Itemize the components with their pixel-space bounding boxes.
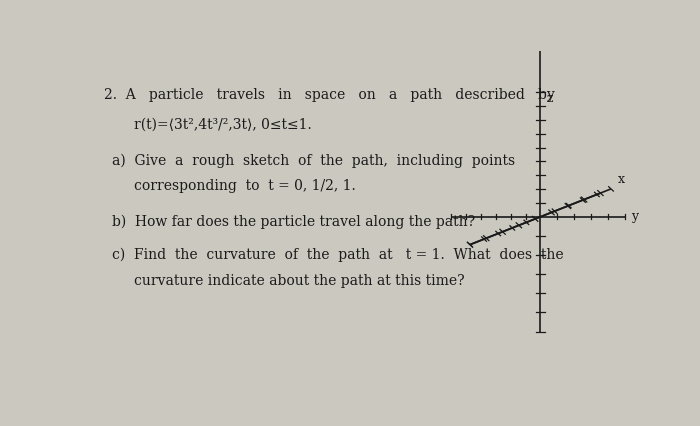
Text: corresponding  to  t = 0, 1/2, 1.: corresponding to t = 0, 1/2, 1.: [134, 178, 356, 193]
Text: r(t)=⟨3t²,4t³/²,3t⟩, 0≤t≤1.: r(t)=⟨3t²,4t³/²,3t⟩, 0≤t≤1.: [134, 118, 312, 132]
Text: c)  Find  the  curvature  of  the  path  at   t = 1.  What  does  the: c) Find the curvature of the path at t =…: [112, 248, 564, 262]
Text: a)  Give  a  rough  sketch  of  the  path,  including  points: a) Give a rough sketch of the path, incl…: [112, 154, 515, 168]
Text: 2.  A   particle   travels   in   space   on   a   path   described   by: 2. A particle travels in space on a path…: [104, 89, 554, 102]
Text: y: y: [631, 210, 638, 223]
Text: curvature indicate about the path at this time?: curvature indicate about the path at thi…: [134, 274, 464, 288]
Text: x: x: [617, 173, 624, 186]
Text: b)  How far does the particle travel along the path?: b) How far does the particle travel alon…: [112, 215, 475, 229]
Text: z: z: [547, 92, 554, 105]
